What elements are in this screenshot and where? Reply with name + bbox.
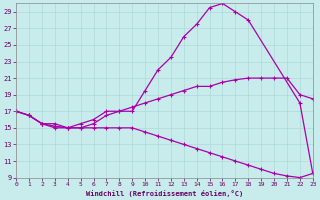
X-axis label: Windchill (Refroidissement éolien,°C): Windchill (Refroidissement éolien,°C) xyxy=(86,190,243,197)
